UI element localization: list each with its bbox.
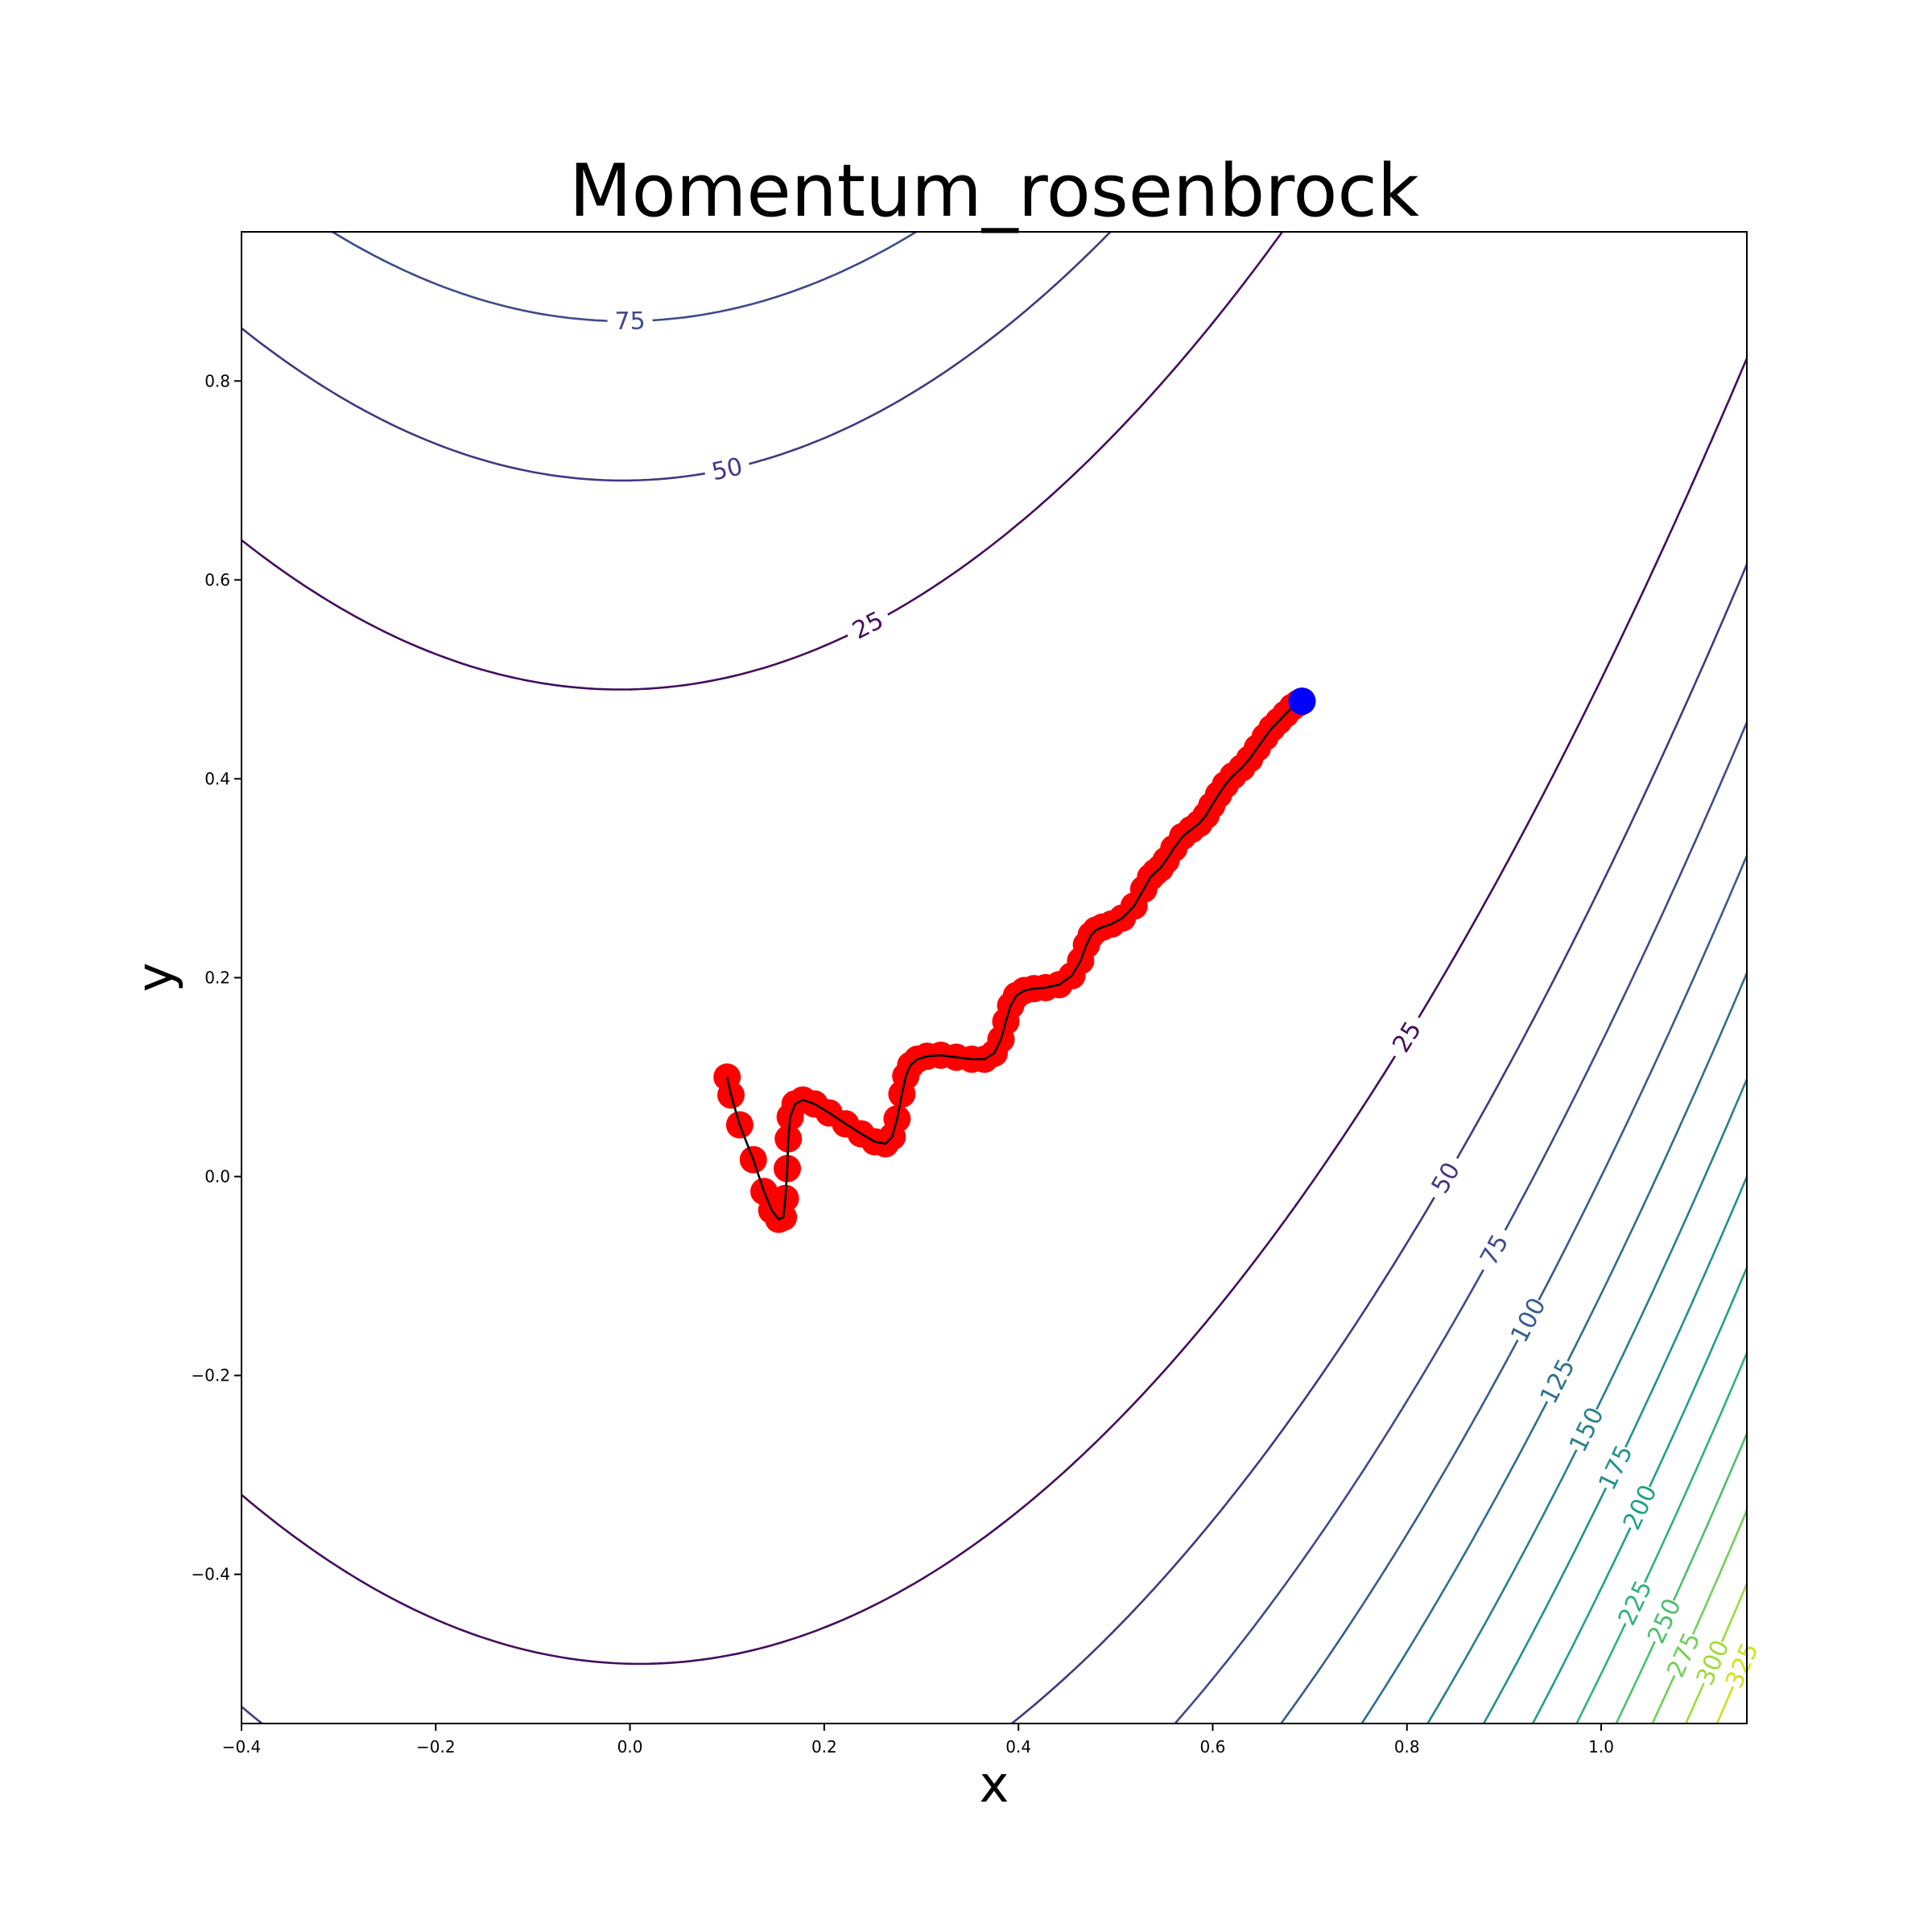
contour-label-background	[1592, 1441, 1639, 1495]
contour-label-background	[607, 306, 653, 336]
optimizer-path	[713, 687, 1316, 1233]
x-tick-label: 0.4	[1005, 1737, 1031, 1757]
x-tick-label: 0.2	[811, 1737, 837, 1757]
y-tick-label: −0.4	[191, 1565, 230, 1584]
x-tick-label: 0.0	[617, 1737, 643, 1757]
contour-label-background	[1382, 1009, 1431, 1064]
contour-label-background	[1617, 1480, 1663, 1534]
contour-line-100	[1280, 854, 1747, 1724]
x-tick-label: −0.4	[222, 1737, 262, 1757]
contour-label-background	[1422, 1150, 1470, 1205]
contour-line-200	[1531, 1266, 1747, 1724]
contour-label-background	[1641, 1594, 1687, 1648]
y-tick-label: 0.0	[204, 1167, 230, 1187]
chart-title: Momentum_rosenbrock	[569, 149, 1419, 233]
contour-label-background	[702, 450, 753, 489]
x-tick-label: −0.2	[416, 1737, 456, 1757]
contour-label-background	[1534, 1354, 1581, 1409]
x-tick-label: 0.6	[1200, 1737, 1226, 1757]
contour-label-background	[1612, 1576, 1658, 1630]
contour-line-175	[1482, 1175, 1747, 1724]
y-axis-label: y	[126, 963, 184, 993]
x-tick-label: 1.0	[1588, 1737, 1614, 1757]
path-line	[725, 700, 1302, 1220]
contour-line-25	[242, 232, 1747, 1666]
contour-label-background	[1661, 1628, 1707, 1682]
contour-label-background	[1719, 1639, 1765, 1692]
path-end-point	[1288, 687, 1316, 716]
contour-label-background	[1563, 1402, 1610, 1457]
contour-label-50: 50	[709, 452, 745, 486]
y-tick-label: −0.2	[191, 1366, 230, 1385]
x-axis-label: x	[980, 1755, 1009, 1814]
y-tick-label: 0.4	[204, 769, 230, 788]
contour-line-125	[1360, 972, 1747, 1724]
x-axis: −0.4 −0.2 0.0 0.2 0.4 0.6 0.8 1.0	[222, 1724, 1614, 1757]
contour-label-background	[841, 601, 895, 649]
y-tick-label: 0.2	[204, 968, 230, 988]
contour-label-background	[1690, 1636, 1736, 1690]
y-axis: −0.4 −0.2 0.0 0.2 0.4 0.6 0.8	[191, 371, 242, 1584]
y-tick-label: 0.6	[204, 570, 230, 589]
x-tick-label: 0.8	[1394, 1737, 1420, 1757]
y-tick-label: 0.8	[204, 371, 230, 390]
plot-area: 7550252550751001251501752002252502753003…	[241, 231, 1765, 1724]
contour-label-75: 75	[614, 308, 646, 336]
contour-label-background	[1505, 1293, 1552, 1348]
contour-label-background	[1471, 1223, 1518, 1277]
